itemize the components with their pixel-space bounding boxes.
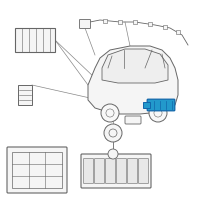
Bar [176, 30, 180, 34]
Circle shape [101, 104, 119, 122]
FancyBboxPatch shape [81, 154, 151, 188]
FancyBboxPatch shape [95, 158, 104, 184]
FancyBboxPatch shape [116, 158, 127, 184]
FancyBboxPatch shape [128, 158, 138, 184]
FancyBboxPatch shape [84, 158, 94, 184]
Bar [148, 22, 152, 26]
Bar [133, 20, 137, 24]
Circle shape [149, 104, 167, 122]
FancyBboxPatch shape [147, 99, 175, 111]
FancyBboxPatch shape [106, 158, 116, 184]
Circle shape [104, 124, 122, 142]
FancyBboxPatch shape [143, 102, 150, 108]
Bar [163, 25, 167, 29]
Circle shape [108, 149, 118, 159]
FancyBboxPatch shape [80, 20, 90, 28]
FancyBboxPatch shape [120, 52, 127, 58]
FancyBboxPatch shape [7, 147, 67, 193]
FancyBboxPatch shape [18, 85, 32, 105]
Polygon shape [102, 49, 168, 83]
FancyBboxPatch shape [125, 116, 141, 124]
Bar [118, 20, 122, 24]
Bar [103, 19, 107, 23]
Polygon shape [88, 46, 178, 114]
FancyBboxPatch shape [138, 158, 148, 184]
Polygon shape [15, 28, 55, 52]
